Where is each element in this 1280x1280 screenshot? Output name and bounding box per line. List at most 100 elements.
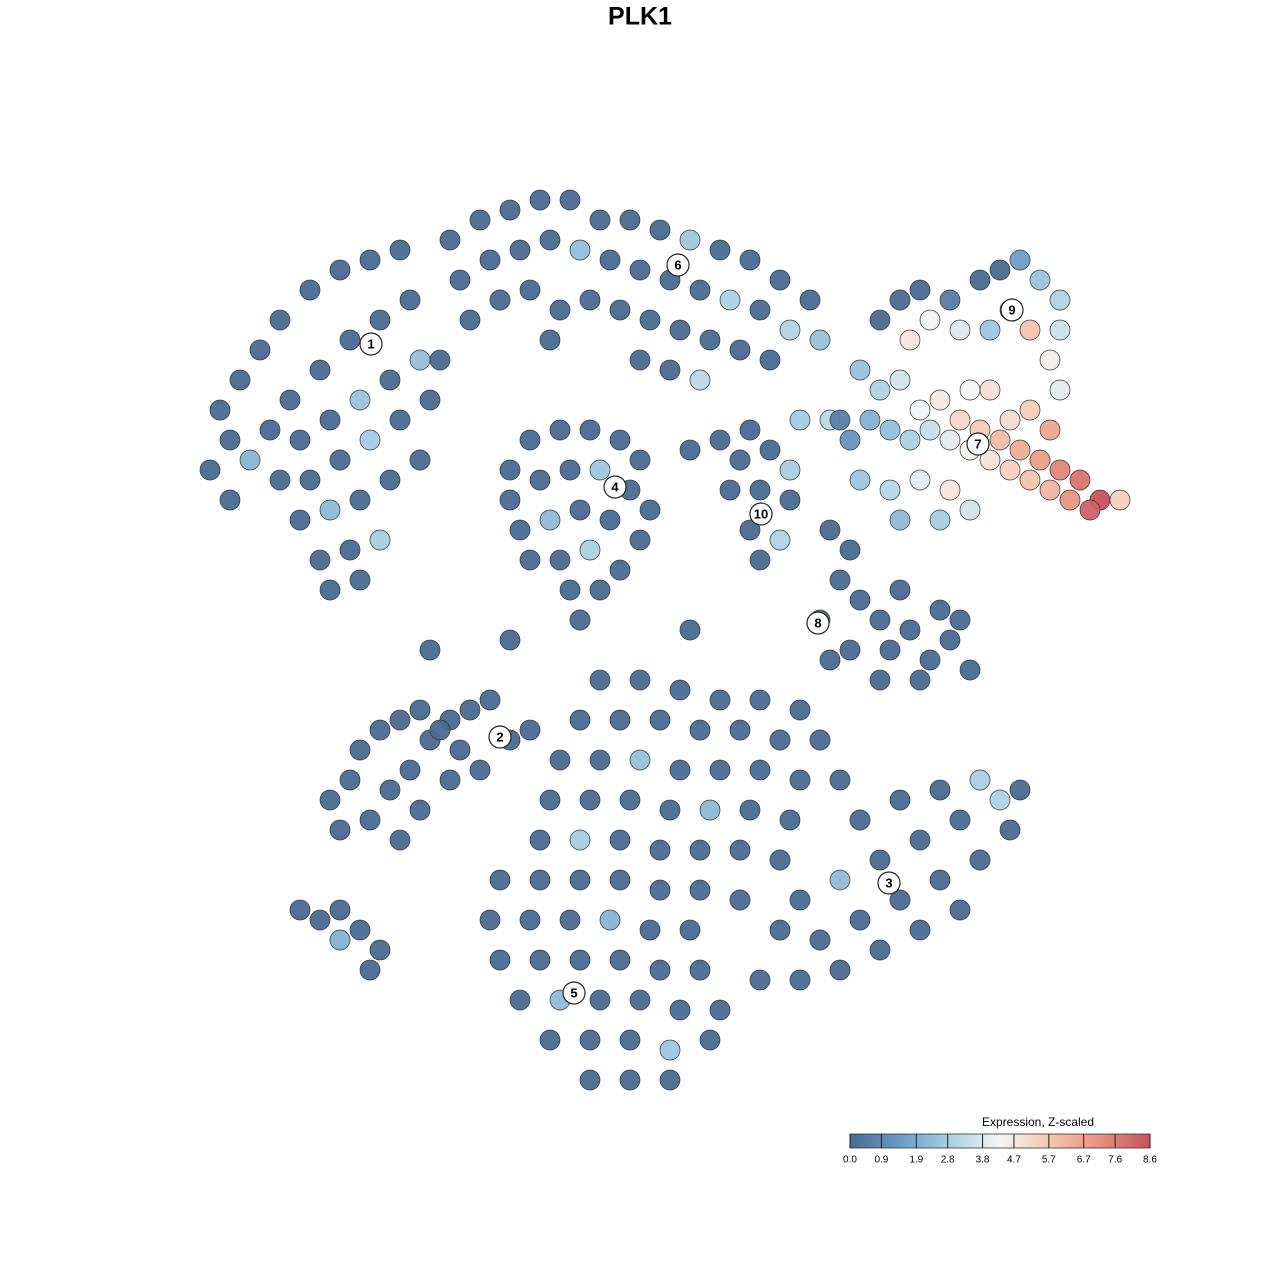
cell-point: [359, 429, 381, 451]
cell-point: [609, 709, 631, 731]
cell-point: [959, 379, 981, 401]
cell-point: [1039, 349, 1061, 371]
cell-point: [809, 329, 831, 351]
cell-point: [359, 809, 381, 831]
cell-point: [339, 329, 361, 351]
cell-point: [689, 959, 711, 981]
cell-point: [509, 989, 531, 1011]
cell-point: [659, 359, 681, 381]
cell-point: [949, 319, 971, 341]
cell-point: [509, 239, 531, 261]
cell-point: [749, 759, 771, 781]
cell-point: [889, 789, 911, 811]
cell-point: [909, 919, 931, 941]
cell-point: [589, 669, 611, 691]
cell-point: [669, 679, 691, 701]
cell-point: [739, 519, 761, 541]
cell-point: [619, 1029, 641, 1051]
cell-point: [909, 399, 931, 421]
cell-point: [839, 429, 861, 451]
cluster-label: 9: [1008, 302, 1015, 317]
cell-point: [629, 749, 651, 771]
cell-point: [629, 349, 651, 371]
cluster-label-badge: [603, 475, 627, 499]
cluster-label: 8: [814, 615, 821, 630]
cell-point: [659, 799, 681, 821]
cell-point: [1019, 319, 1041, 341]
cell-point: [679, 919, 701, 941]
cell-point: [959, 499, 981, 521]
cell-point: [999, 819, 1021, 841]
cell-point: [529, 869, 551, 891]
cell-point: [589, 749, 611, 771]
cell-point: [909, 829, 931, 851]
cell-point: [1019, 469, 1041, 491]
colorbar-tick-label: 0.9: [874, 1155, 888, 1166]
cell-point: [929, 389, 951, 411]
cell-point: [599, 509, 621, 531]
cell-point: [229, 369, 251, 391]
cell-point: [499, 489, 521, 511]
cell-point: [409, 699, 431, 721]
cell-point: [989, 429, 1011, 451]
cell-point: [629, 259, 651, 281]
cell-point: [309, 359, 331, 381]
cell-point: [459, 309, 481, 331]
cell-point: [829, 769, 851, 791]
cell-point: [879, 419, 901, 441]
cell-point: [729, 839, 751, 861]
cell-point: [429, 349, 451, 371]
cell-point: [589, 579, 611, 601]
cell-point: [829, 409, 851, 431]
cell-point: [499, 199, 521, 221]
cell-point: [939, 429, 961, 451]
cell-point: [449, 739, 471, 761]
cell-point: [539, 329, 561, 351]
cell-point: [489, 289, 511, 311]
cell-point: [539, 229, 561, 251]
cell-point: [549, 299, 571, 321]
cell-point: [569, 869, 591, 891]
cell-point: [579, 289, 601, 311]
cell-point: [1039, 479, 1061, 501]
cell-point: [1049, 289, 1071, 311]
cell-point: [849, 909, 871, 931]
cell-point: [879, 639, 901, 661]
cell-point: [709, 759, 731, 781]
cell-point: [1049, 379, 1071, 401]
cell-point: [869, 609, 891, 631]
cell-point: [529, 829, 551, 851]
cell-point: [999, 459, 1021, 481]
cell-point: [629, 989, 651, 1011]
cell-point: [989, 789, 1011, 811]
cell-point: [609, 829, 631, 851]
cell-point: [879, 479, 901, 501]
cluster-label: 2: [496, 729, 503, 744]
cell-point: [689, 879, 711, 901]
cell-point: [869, 669, 891, 691]
cell-point: [469, 209, 491, 231]
cell-point: [569, 609, 591, 631]
cell-point: [459, 699, 481, 721]
cell-point: [919, 419, 941, 441]
cluster-label: 1: [367, 336, 374, 351]
cell-point: [529, 949, 551, 971]
cell-point: [929, 869, 951, 891]
cell-point: [569, 829, 591, 851]
cell-point: [369, 309, 391, 331]
cell-point: [899, 329, 921, 351]
cell-point: [989, 259, 1011, 281]
cell-point: [949, 409, 971, 431]
colorbar-tick-label: 4.7: [1007, 1155, 1021, 1166]
cell-point: [329, 449, 351, 471]
cell-point: [689, 719, 711, 741]
cell-point: [309, 909, 331, 931]
cell-point: [329, 929, 351, 951]
cell-point: [739, 419, 761, 441]
cell-point: [829, 959, 851, 981]
cell-point: [329, 899, 351, 921]
cell-point: [1029, 449, 1051, 471]
cell-point: [929, 509, 951, 531]
cell-point: [709, 239, 731, 261]
